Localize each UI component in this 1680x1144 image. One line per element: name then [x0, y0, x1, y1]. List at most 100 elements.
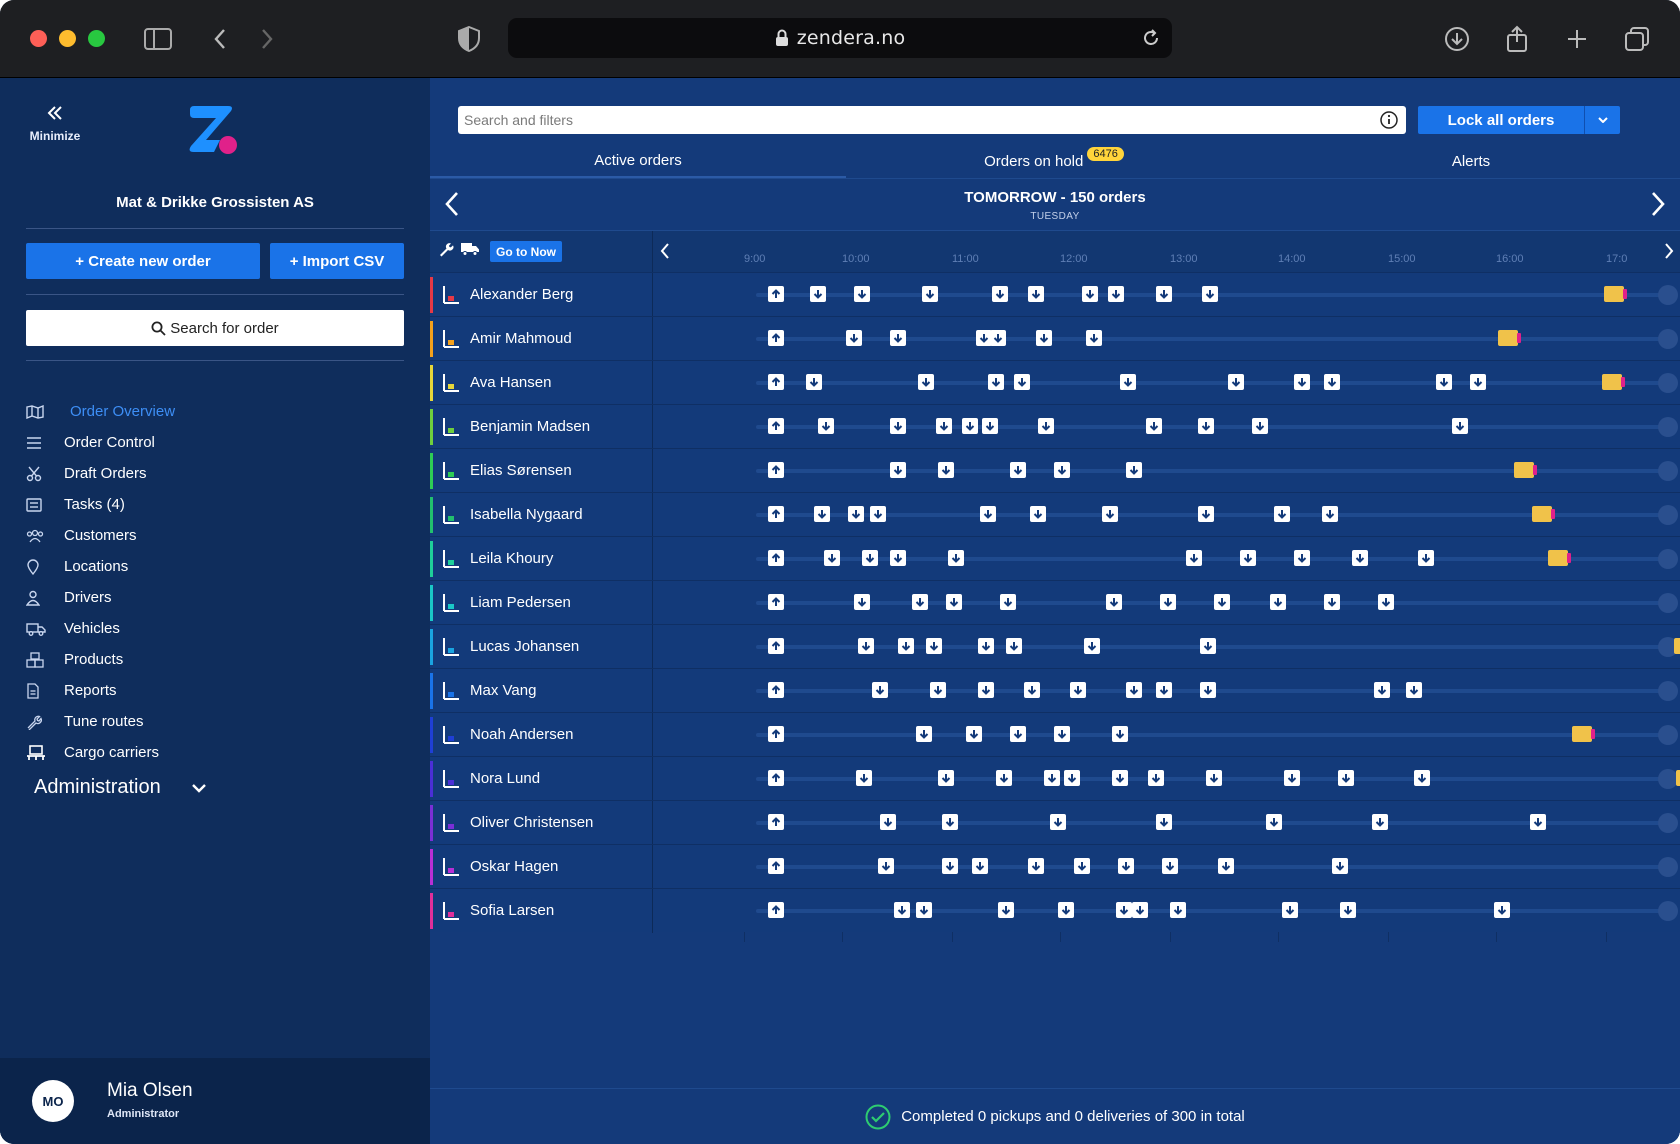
delivery-stop[interactable]	[1340, 902, 1356, 918]
pickup-stop[interactable]	[768, 506, 784, 522]
delivery-stop[interactable]	[946, 594, 962, 610]
delivery-stop[interactable]	[1082, 286, 1098, 302]
delivery-stop[interactable]	[890, 462, 906, 478]
reload-icon[interactable]	[1142, 29, 1160, 47]
delivery-stop[interactable]	[1010, 726, 1026, 742]
delivery-stop[interactable]	[996, 770, 1012, 786]
delivery-stop[interactable]	[824, 550, 840, 566]
delivery-stop[interactable]	[942, 814, 958, 830]
delivery-stop[interactable]	[898, 638, 914, 654]
pickup-stop[interactable]	[768, 418, 784, 434]
delivery-stop[interactable]	[1156, 286, 1172, 302]
delivery-stop[interactable]	[1036, 330, 1052, 346]
delivery-stop[interactable]	[942, 858, 958, 874]
tab-active-orders[interactable]: Active orders	[430, 144, 846, 178]
pickup-stop[interactable]	[768, 682, 784, 698]
nav-item-drivers[interactable]: Drivers	[22, 582, 402, 613]
delivery-stop[interactable]	[1146, 418, 1162, 434]
delivery-stop[interactable]	[1530, 814, 1546, 830]
driver-row[interactable]: Amir Mahmoud	[430, 316, 1680, 361]
delivery-stop[interactable]	[1132, 902, 1148, 918]
pickup-stop[interactable]	[768, 462, 784, 478]
break-marker[interactable]	[1572, 726, 1595, 742]
delivery-stop[interactable]	[1332, 858, 1348, 874]
nav-item-tune-routes[interactable]: Tune routes	[22, 706, 402, 737]
delivery-stop[interactable]	[1372, 814, 1388, 830]
truck-icon[interactable]	[460, 241, 480, 257]
delivery-stop[interactable]	[948, 550, 964, 566]
delivery-stop[interactable]	[918, 374, 934, 390]
shield-icon[interactable]	[452, 22, 486, 56]
pickup-stop[interactable]	[768, 330, 784, 346]
delivery-stop[interactable]	[1436, 374, 1452, 390]
delivery-stop[interactable]	[912, 594, 928, 610]
next-day-icon[interactable]	[1650, 191, 1666, 217]
delivery-stop[interactable]	[936, 418, 952, 434]
download-icon[interactable]	[1440, 22, 1474, 56]
administration-toggle[interactable]: Administration	[34, 776, 207, 799]
delivery-stop[interactable]	[1054, 726, 1070, 742]
driver-row[interactable]: Sofia Larsen	[430, 888, 1680, 933]
delivery-stop[interactable]	[1160, 594, 1176, 610]
delivery-stop[interactable]	[962, 418, 978, 434]
break-marker[interactable]	[1604, 286, 1627, 302]
delivery-stop[interactable]	[1218, 858, 1234, 874]
delivery-stop[interactable]	[1324, 374, 1340, 390]
delivery-stop[interactable]	[858, 638, 874, 654]
new-tab-icon[interactable]	[1560, 22, 1594, 56]
delivery-stop[interactable]	[814, 506, 830, 522]
delivery-stop[interactable]	[930, 682, 946, 698]
search-and-filters-input[interactable]: Search and filters	[458, 106, 1406, 134]
pickup-stop[interactable]	[768, 638, 784, 654]
delivery-stop[interactable]	[1156, 682, 1172, 698]
break-marker[interactable]	[1498, 330, 1521, 346]
driver-name[interactable]: Sofia Larsen	[470, 902, 555, 919]
user-panel[interactable]: MO Mia Olsen Administrator	[0, 1058, 430, 1144]
delivery-stop[interactable]	[1064, 770, 1080, 786]
delivery-stop[interactable]	[1494, 902, 1510, 918]
delivery-stop[interactable]	[1106, 594, 1122, 610]
delivery-stop[interactable]	[1414, 770, 1430, 786]
driver-name[interactable]: Alexander Berg	[470, 286, 574, 303]
pickup-stop[interactable]	[768, 814, 784, 830]
address-bar[interactable]: zendera.no	[508, 18, 1172, 58]
info-icon[interactable]	[1380, 111, 1398, 129]
driver-row[interactable]: Nora Lund	[430, 756, 1680, 801]
delivery-stop[interactable]	[922, 286, 938, 302]
delivery-stop[interactable]	[1406, 682, 1422, 698]
go-to-now-button[interactable]: Go to Now	[490, 241, 562, 262]
delivery-stop[interactable]	[1112, 726, 1128, 742]
driver-row[interactable]: Lucas Johansen	[430, 624, 1680, 669]
break-marker[interactable]	[1548, 550, 1571, 566]
driver-name[interactable]: Benjamin Madsen	[470, 418, 591, 435]
delivery-stop[interactable]	[1086, 330, 1102, 346]
delivery-stop[interactable]	[992, 286, 1008, 302]
delivery-stop[interactable]	[1470, 374, 1486, 390]
previous-day-icon[interactable]	[444, 191, 460, 217]
delivery-stop[interactable]	[1070, 682, 1086, 698]
delivery-stop[interactable]	[1084, 638, 1100, 654]
delivery-stop[interactable]	[818, 418, 834, 434]
delivery-stop[interactable]	[878, 858, 894, 874]
delivery-stop[interactable]	[916, 726, 932, 742]
delivery-stop[interactable]	[982, 418, 998, 434]
delivery-stop[interactable]	[1378, 594, 1394, 610]
delivery-stop[interactable]	[1206, 770, 1222, 786]
driver-row[interactable]: Leila Khoury	[430, 536, 1680, 581]
forward-icon[interactable]	[250, 22, 284, 56]
delivery-stop[interactable]	[1050, 814, 1066, 830]
driver-row[interactable]: Oliver Christensen	[430, 800, 1680, 845]
delivery-stop[interactable]	[1266, 814, 1282, 830]
back-icon[interactable]	[203, 22, 237, 56]
delivery-stop[interactable]	[1156, 814, 1172, 830]
nav-item-order-control[interactable]: Order Control	[22, 427, 402, 458]
nav-item-vehicles[interactable]: Vehicles	[22, 613, 402, 644]
delivery-stop[interactable]	[1200, 682, 1216, 698]
nav-item-customers[interactable]: Customers	[22, 520, 402, 551]
delivery-stop[interactable]	[1126, 462, 1142, 478]
delivery-stop[interactable]	[1148, 770, 1164, 786]
delivery-stop[interactable]	[1030, 506, 1046, 522]
delivery-stop[interactable]	[890, 550, 906, 566]
break-marker[interactable]	[1532, 506, 1555, 522]
sidebar-toggle-icon[interactable]	[141, 22, 175, 56]
